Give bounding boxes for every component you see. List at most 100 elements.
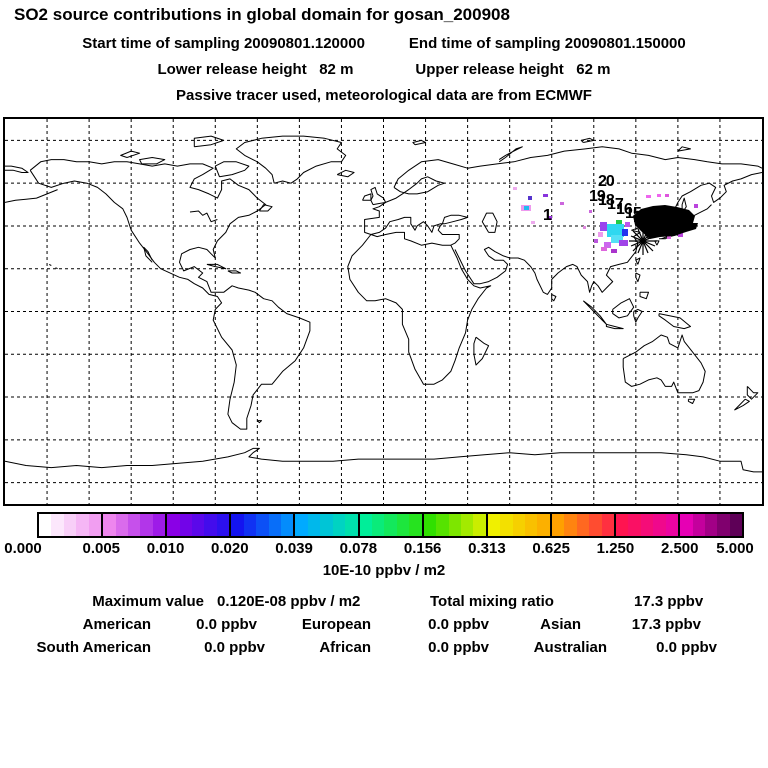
lower-release-text: Lower release height 82 m [157, 61, 354, 78]
coastline [5, 447, 762, 473]
coastline [681, 197, 687, 214]
colorbar-cell [436, 514, 449, 536]
colorbar [37, 512, 744, 538]
plume-cell [594, 239, 598, 243]
colorbar-cell [51, 514, 64, 536]
european-value: 0.0 ppbv [428, 616, 489, 633]
world-map: 1 20 19 18 17 16 15 14 13 12 11 10 [3, 117, 764, 506]
australian-label: Australian [533, 639, 607, 656]
receptor-star-icon [630, 235, 656, 247]
colorbar-tick: 0.010 [146, 540, 185, 557]
colorbar-cell [307, 514, 321, 536]
coastline [677, 146, 691, 152]
coastline [612, 298, 635, 319]
total-mixing-ratio-value: 17.3 ppbv [634, 593, 704, 610]
plume-cell [600, 222, 607, 231]
colorbar-cell [320, 514, 333, 536]
tracer-text: Passive tracer used, meteorological data… [176, 87, 592, 104]
colorbar-cell [640, 514, 654, 536]
colorbar-unit-label: 10E-10 ppbv / m2 [322, 562, 446, 579]
coastline [658, 313, 691, 330]
australian-value: 0.0 ppbv [656, 639, 717, 656]
coastline [347, 234, 492, 385]
colorbar-cell [729, 514, 743, 536]
colorbar-cell [165, 514, 180, 536]
coastline [5, 189, 58, 203]
coastline [605, 323, 624, 330]
colorbar-cell [115, 514, 128, 536]
trajectory-hour-label: 11 [651, 216, 667, 233]
coastline [633, 308, 643, 323]
colorbar-cell [525, 514, 538, 536]
colorbar-cell [229, 514, 244, 536]
african-value: 0.0 ppbv [428, 639, 489, 656]
coastline [214, 161, 250, 178]
colorbar-cell [704, 514, 718, 536]
colorbar-cell [460, 514, 474, 536]
sampling-times-line: Start time of sampling 20090801.120000 E… [0, 35, 768, 52]
plume-cell [678, 233, 683, 237]
european-label: European [301, 616, 371, 633]
south-american-value: 0.0 ppbv [204, 639, 265, 656]
coastline [29, 159, 311, 430]
coastline [227, 270, 241, 274]
plume-cell [619, 240, 628, 246]
plume-cell [543, 194, 548, 197]
tracer-line: Passive tracer used, meteorological data… [0, 87, 768, 104]
coastline [498, 146, 523, 163]
colorbar-cell [653, 514, 666, 536]
colorbar-cell [216, 514, 230, 536]
colorbar-cell [448, 514, 461, 536]
coastline [639, 291, 649, 300]
coastline [336, 169, 355, 178]
coastline [635, 272, 641, 283]
colorbar-cell [500, 514, 513, 536]
colorbar-tick: 0.078 [339, 540, 378, 557]
colorbar-cell [76, 514, 89, 536]
coastline [120, 150, 141, 158]
colorbar-tick: 0.020 [211, 540, 249, 557]
colorbar-tick: 0.313 [468, 540, 506, 557]
plume-cell [583, 226, 586, 229]
plume-cell [646, 195, 651, 198]
max-value-label: Maximum value [92, 593, 204, 610]
colorbar-cell [140, 514, 153, 536]
colorbar-cell [192, 514, 205, 536]
trajectory-hour-label: 20 [598, 173, 615, 190]
coastline [746, 386, 759, 400]
trajectory-hour-label: 13 [640, 212, 657, 229]
coastline [206, 263, 227, 270]
plume-cell [598, 232, 603, 237]
plume-cell [625, 222, 630, 227]
colorbar-tick: 1.250 [596, 540, 635, 557]
end-time-text: End time of sampling 20090801.150000 [408, 35, 686, 52]
coastline [551, 293, 557, 302]
plume-cell [607, 224, 624, 237]
coastline [48, 263, 52, 266]
upper-release-text: Upper release height 62 m [415, 61, 611, 78]
colorbar-cell [589, 514, 602, 536]
coastline [193, 135, 225, 148]
colorbar-cell [293, 514, 308, 536]
coastline [258, 204, 273, 212]
plume-cell [611, 235, 623, 243]
plume-cell [622, 229, 628, 236]
trajectory-hour-label: 12 [646, 214, 663, 231]
trajectory-hour-label: 16 [616, 201, 633, 218]
plume-cell [560, 202, 564, 205]
colorbar-cell [537, 514, 550, 536]
trajectory-hour-label: 15 [625, 205, 642, 222]
coastline [687, 398, 696, 404]
colorbar-cell [549, 514, 565, 536]
colorbar-cell [256, 514, 269, 536]
coastline [473, 336, 490, 366]
african-label: African [319, 639, 371, 656]
plume-cell [513, 187, 517, 190]
colorbar-cell [396, 514, 410, 536]
colorbar-tick: 0.039 [275, 540, 313, 557]
trajectory-hour-label: 17 [607, 196, 624, 213]
coastline [364, 176, 445, 235]
coastline [481, 212, 498, 233]
plume-cell [604, 242, 611, 248]
